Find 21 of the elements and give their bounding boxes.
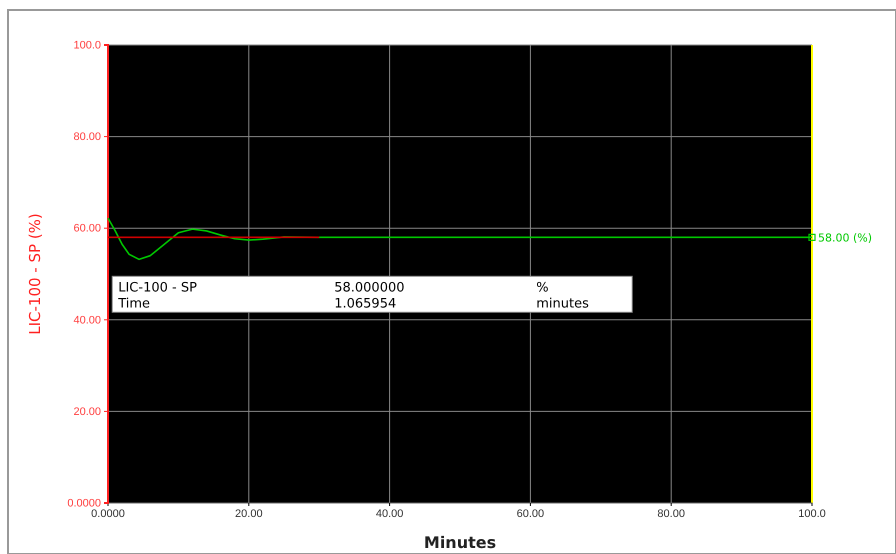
y-tick-label: 100.0 — [73, 40, 101, 52]
x-tick-label: 0.0000 — [91, 508, 125, 520]
annotation: % — [536, 280, 549, 296]
x-tick-label: 40.00 — [376, 508, 404, 520]
annotation: minutes — [536, 296, 590, 312]
y-tick-label: 60.00 — [73, 222, 101, 235]
x-tick-label: 100.0 — [798, 508, 826, 520]
annotation: 58.00 (%) — [818, 231, 872, 244]
y-tick-label: 0.0000 — [67, 498, 101, 510]
x-tick-label: 20.00 — [235, 508, 263, 520]
annotation: 1.065954 — [334, 296, 396, 312]
y-tick-label: 20.00 — [73, 406, 101, 418]
annotation: LIC-100 - SP — [118, 280, 198, 296]
x-axis-title: Minutes — [424, 533, 496, 552]
annotation: Time — [117, 296, 150, 312]
x-tick-label: 60.00 — [516, 508, 544, 520]
y-tick-label: 80.00 — [73, 131, 101, 144]
annotation: 58.000000 — [334, 280, 405, 296]
y-axis-title: LIC-100 - SP (%) — [26, 213, 44, 335]
y-tick-label: 40.00 — [73, 314, 101, 326]
x-tick-label: 80.00 — [657, 508, 685, 520]
